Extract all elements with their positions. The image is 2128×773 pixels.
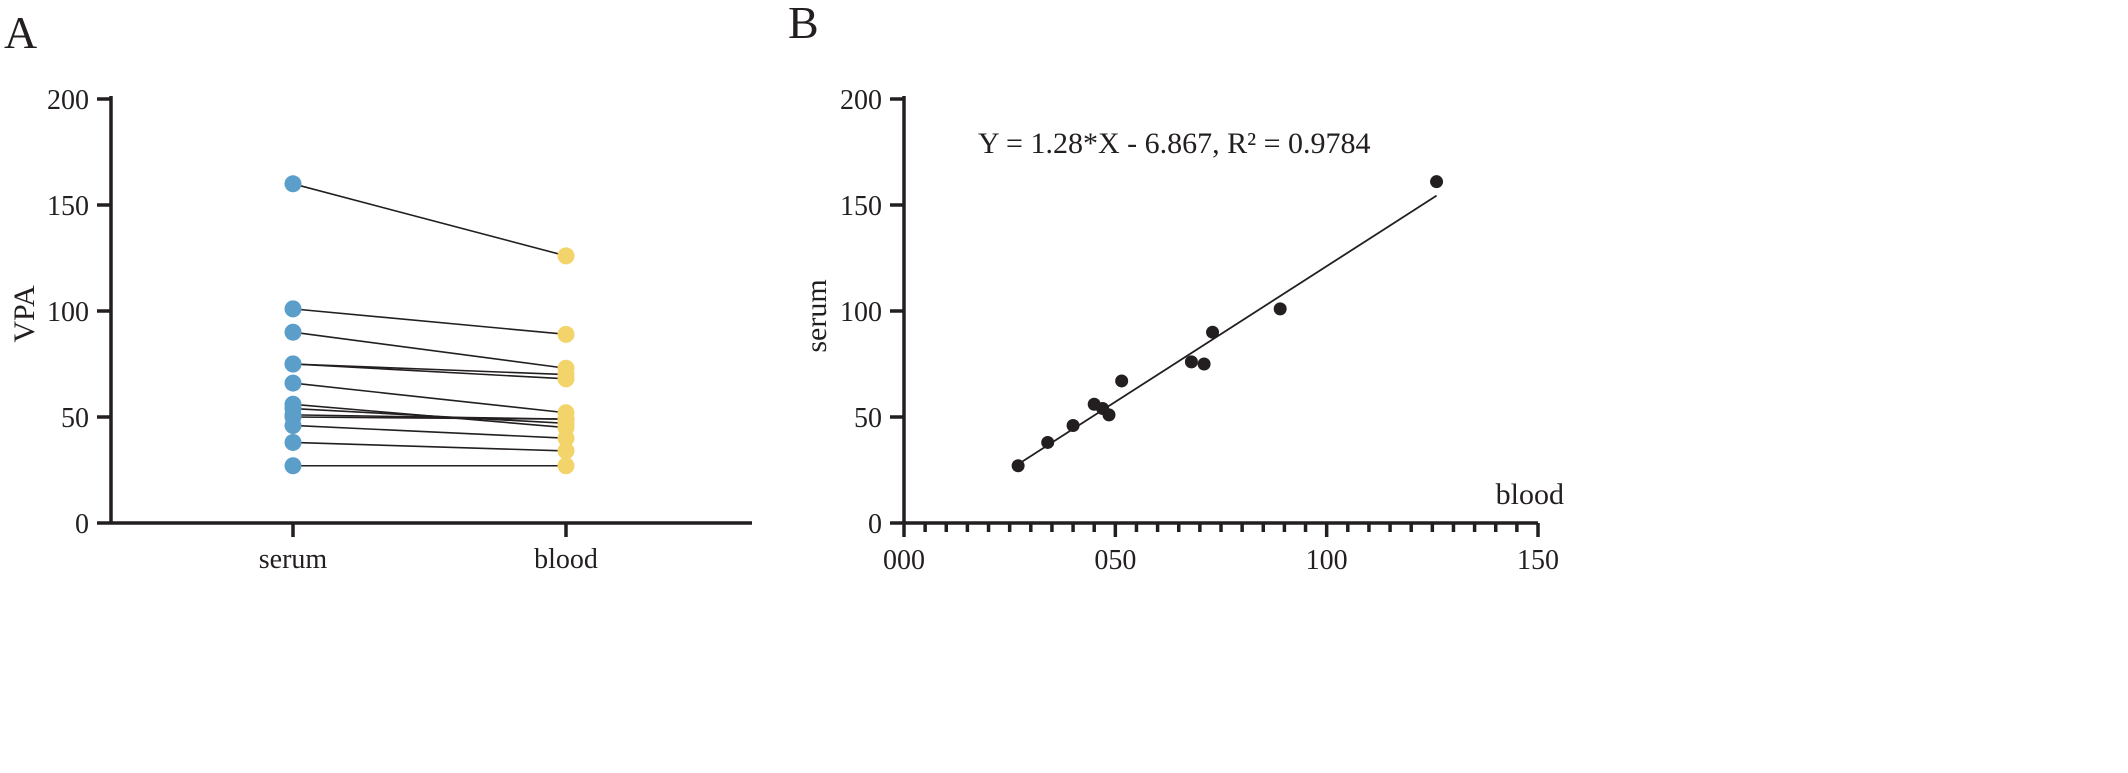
x-tick-label-serum: serum bbox=[259, 544, 328, 575]
y-tick-label: 100 bbox=[47, 297, 89, 328]
serum-dot bbox=[284, 416, 302, 434]
serum-dot bbox=[284, 355, 302, 373]
panel-a-y-axis-title: VPA bbox=[8, 285, 41, 343]
panel-b-x-axis-title: blood bbox=[1496, 478, 1564, 511]
y-tick-label: 200 bbox=[840, 85, 882, 116]
blood-dot bbox=[557, 247, 575, 265]
scatter-point bbox=[1273, 302, 1287, 316]
panel-b-points bbox=[1011, 175, 1444, 473]
pair-line bbox=[292, 407, 567, 425]
serum-dot bbox=[284, 300, 302, 318]
x-tick-label-blood: blood bbox=[534, 544, 598, 575]
y-tick-label: 0 bbox=[75, 509, 89, 540]
panel-a-x-ticks: serum blood bbox=[259, 523, 598, 575]
panel-a: A VPA 0 50 100 150 200 serum blood bbox=[4, 7, 752, 575]
pair-line bbox=[292, 416, 567, 420]
pair-line bbox=[292, 441, 567, 452]
serum-dot bbox=[284, 175, 302, 193]
panel-b-letter: B bbox=[788, 0, 819, 48]
panel-a-pair-lines bbox=[292, 183, 567, 467]
x-tick-label: 050 bbox=[1094, 545, 1136, 576]
panel-b-y-ticks: 0 50 100 150 200 bbox=[840, 85, 904, 540]
scatter-point bbox=[1011, 459, 1025, 473]
blood-dot bbox=[557, 370, 575, 388]
scatter-point bbox=[1066, 418, 1080, 432]
panel-b-x-ticks: 000 050 100 150 bbox=[883, 523, 1559, 576]
serum-dot bbox=[284, 433, 302, 451]
y-tick-label: 50 bbox=[61, 403, 89, 434]
blood-dot bbox=[557, 410, 575, 428]
y-tick-label: 150 bbox=[47, 191, 89, 222]
y-tick-label: 0 bbox=[868, 509, 882, 540]
regression-line bbox=[1017, 194, 1438, 466]
y-tick-label: 150 bbox=[840, 191, 882, 222]
scatter-point bbox=[1197, 357, 1211, 371]
serum-dot bbox=[284, 457, 302, 475]
panel-a-y-ticks: 0 50 100 150 200 bbox=[47, 85, 111, 540]
blood-dot bbox=[557, 442, 575, 460]
pair-line bbox=[292, 183, 567, 257]
y-tick-label: 100 bbox=[840, 297, 882, 328]
y-tick-label: 50 bbox=[854, 403, 882, 434]
scatter-point bbox=[1115, 374, 1129, 388]
blood-dot bbox=[557, 429, 575, 447]
x-tick-label: 150 bbox=[1517, 545, 1559, 576]
pair-line bbox=[292, 424, 567, 439]
x-tick-label: 000 bbox=[883, 545, 925, 576]
scatter-point bbox=[1430, 175, 1444, 189]
scatter-point bbox=[1206, 325, 1220, 339]
pair-line bbox=[292, 331, 567, 370]
scatter-point bbox=[1102, 408, 1116, 422]
blood-dot bbox=[557, 325, 575, 343]
panel-a-letter: A bbox=[4, 7, 37, 58]
scatter-point bbox=[1184, 355, 1198, 369]
blood-dot bbox=[557, 457, 575, 475]
pair-line bbox=[292, 382, 567, 414]
serum-dot bbox=[284, 323, 302, 341]
scatter-point bbox=[1041, 435, 1055, 449]
panel-a-dots bbox=[284, 175, 575, 475]
panel-b-fit bbox=[1017, 194, 1438, 466]
pair-line bbox=[292, 308, 567, 336]
y-tick-label: 200 bbox=[47, 85, 89, 116]
regression-equation: Y = 1.28*X - 6.867, R² = 0.9784 bbox=[978, 127, 1371, 160]
panel-b: B serum blood Y = 1.28*X - 6.867, R² = 0… bbox=[788, 0, 1564, 576]
serum-dot bbox=[284, 374, 302, 392]
pair-line bbox=[292, 363, 567, 380]
panel-b-y-axis-title: serum bbox=[800, 279, 833, 352]
x-tick-label: 100 bbox=[1306, 545, 1348, 576]
